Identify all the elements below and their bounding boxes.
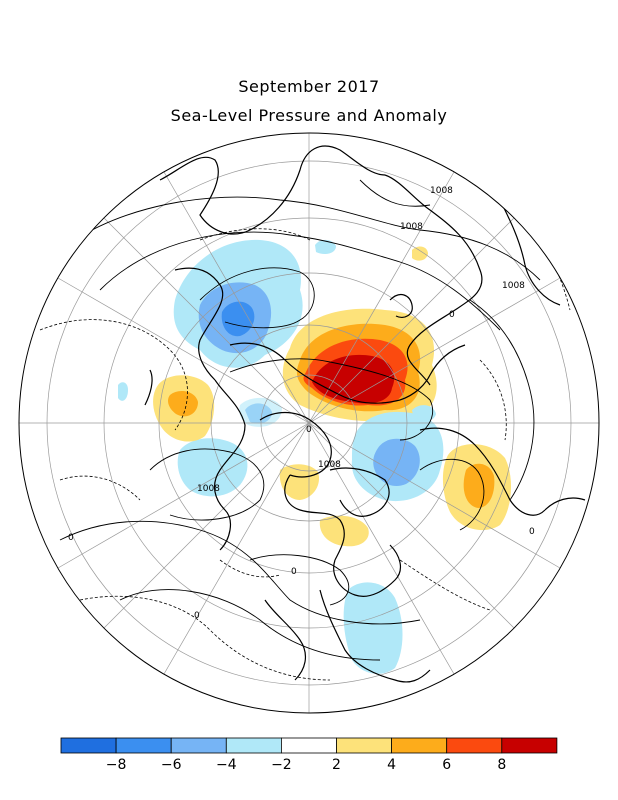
pressure-contours	[59, 179, 541, 661]
graticule	[19, 133, 599, 713]
anomaly-negative-pacific	[177, 438, 248, 497]
contour-label: 0	[529, 527, 535, 537]
anomaly-contours	[39, 199, 571, 681]
colorbar-tick-label: −6	[161, 757, 182, 773]
contour-label: 1008	[502, 281, 525, 291]
contour-label: 0	[68, 533, 74, 543]
contour-label: 1008	[318, 460, 341, 470]
contour-label: 0	[449, 310, 455, 320]
map-subtitle: Sea-Level Pressure and Anomaly	[170, 106, 448, 125]
contour-label: 1008	[197, 484, 220, 494]
colorbar-swatch	[501, 737, 558, 754]
colorbar-swatch	[115, 737, 172, 754]
colorbar-swatch	[225, 737, 282, 754]
colorbar-tick-label: −4	[216, 757, 237, 773]
coastlines	[144, 145, 586, 683]
colorbar-tick-label: 6	[442, 757, 451, 773]
colorbar-swatch	[446, 737, 503, 754]
contour-label: 1008	[400, 222, 423, 232]
contour-label: 0	[306, 425, 312, 435]
colorbar-tick-label: 2	[332, 757, 341, 773]
colorbar-tick-label: −2	[271, 757, 292, 773]
colorbar: −8 −6 −4 −2 2 4 6 8	[60, 737, 558, 773]
map-title: September 2017	[238, 77, 380, 96]
anomaly-negative-asia-inner	[221, 301, 255, 337]
colorbar-swatch	[60, 737, 117, 754]
anomaly-negative-greenland-mid	[373, 438, 420, 487]
contour-label: 0	[291, 567, 297, 577]
colorbar-swatch	[391, 737, 448, 754]
contour-labels: 1008 1008 1008 1008 1008 0 0 0 0 0 0	[68, 186, 535, 621]
colorbar-swatch	[170, 737, 227, 754]
colorbar-tick-label: 4	[387, 757, 396, 773]
contour-label: 1008	[430, 186, 453, 196]
colorbar-swatch	[336, 737, 392, 754]
colorbar-swatch	[280, 737, 337, 754]
colorbar-tick-label: −8	[106, 757, 127, 773]
contour-label: 0	[194, 611, 200, 621]
map-boundary	[18, 132, 600, 714]
anomaly-negative-north-america	[343, 582, 403, 674]
polar-map: 1008 1008 1008 1008 1008 0 0 0 0 0 0	[18, 132, 600, 714]
colorbar-tick-label: 8	[497, 757, 506, 773]
